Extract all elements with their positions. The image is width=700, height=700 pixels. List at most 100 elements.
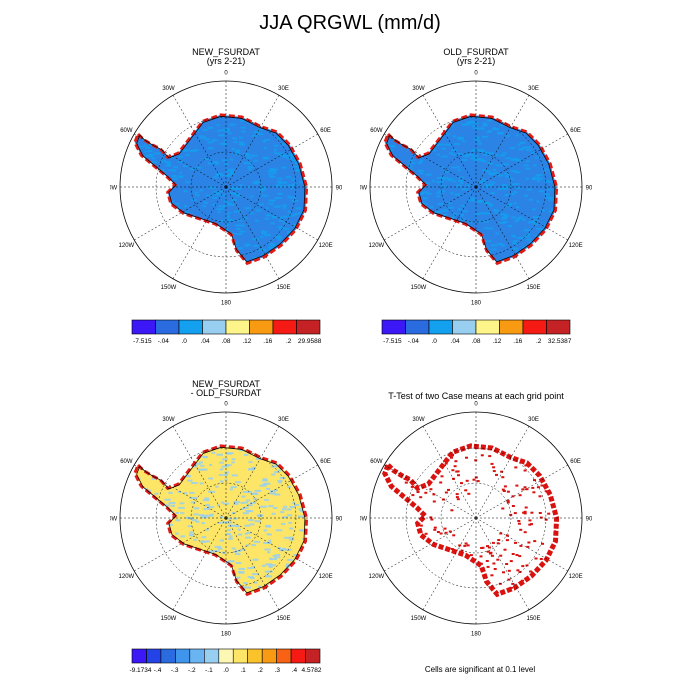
lon-label: 30W: [412, 417, 425, 423]
colorbar-swatch: [546, 319, 571, 335]
lon-label: 30E: [528, 86, 539, 92]
colorbar-swatch: [146, 648, 162, 664]
meridian-line: [422, 95, 477, 188]
colorbar-swatch: [452, 319, 477, 335]
coastline: [386, 116, 556, 263]
colorbar-label: -.3: [171, 667, 179, 674]
lon-label: 150E: [526, 616, 540, 622]
meridian-line: [475, 186, 530, 279]
colorbar-swatch: [475, 319, 500, 335]
coastal-band: [133, 444, 309, 597]
colorbar-swatch: [499, 319, 524, 335]
colorbar-label: .0: [223, 667, 229, 674]
lon-label: 120W: [369, 243, 385, 249]
latitude-line: [440, 482, 512, 554]
meridian-line: [172, 426, 227, 519]
colorbar-swatch: [428, 319, 453, 335]
meridian-line: [225, 186, 280, 279]
lon-label: 120E: [569, 574, 583, 580]
lon-label: 180: [471, 632, 482, 638]
colorbar-label: -9.1734: [129, 667, 151, 674]
lon-label: 150W: [161, 616, 177, 622]
lon-label: 150E: [276, 285, 290, 291]
lon-label: 0: [224, 402, 228, 408]
meridian-line: [225, 133, 318, 188]
colorbar-old-fsurdat: -7.515 -.04 .0 .04 .08 .12 .16 .2 32.5387: [381, 319, 572, 345]
colorbar-swatch: [276, 648, 292, 664]
map-ttest: 0 30E 60E 90E 120E 150E 180 150W 120W 90W 60W 30W: [360, 402, 592, 638]
lon-label: 120W: [119, 574, 135, 580]
lon-label: 30W: [162, 417, 175, 423]
latitude-line: [190, 151, 262, 223]
colorbar-label: .12: [492, 338, 501, 345]
colorbar-label: 4.5782: [302, 667, 322, 674]
meridian-line: [422, 517, 477, 610]
panel3-title: NEW_FSURDAT - OLD_FSURDAT: [130, 380, 322, 398]
colorbar-swatch: [381, 319, 406, 335]
colorbar-swatch: [175, 648, 191, 664]
lon-label: 30E: [278, 86, 289, 92]
colorbar-swatch: [178, 319, 203, 335]
meridian-line: [134, 517, 227, 572]
lon-label: 30E: [528, 417, 539, 423]
panel1-title: NEW_FSURDAT (yrs 2-21): [130, 48, 322, 66]
lon-label: 150E: [276, 616, 290, 622]
continent-field: [134, 445, 307, 595]
panel1-title-line2: (yrs 2-21): [206, 56, 246, 66]
colorbar-swatch: [232, 648, 248, 664]
meridian-line: [172, 186, 227, 279]
lon-label: 90E: [336, 186, 342, 192]
lon-label: 150W: [161, 285, 177, 291]
panel2-title-line2: (yrs 2-21): [456, 56, 496, 66]
colorbar-swatch: [272, 319, 297, 335]
panel2-title: OLD_FSURDAT (yrs 2-21): [380, 48, 572, 66]
meridian-line: [422, 426, 477, 519]
colorbar-label: .2: [536, 338, 542, 345]
meridian-line: [134, 186, 227, 241]
lon-label: 60W: [370, 128, 383, 134]
colorbar-swatch: [131, 319, 156, 335]
meridian-line: [475, 517, 568, 572]
colorbar-swatch: [131, 648, 147, 664]
lon-label: 60E: [320, 459, 331, 465]
panel2-title-line1: OLD_FSURDAT: [443, 47, 509, 57]
colorbar-label: .12: [242, 338, 251, 345]
colorbar-label: -.04: [408, 338, 420, 345]
meridian-line: [384, 464, 477, 519]
colorbar-swatch: [290, 648, 306, 664]
meridian-line: [475, 426, 530, 519]
colorbar-label: .08: [221, 338, 230, 345]
colorbar-label: -.1: [205, 667, 213, 674]
colorbar-swatch: [249, 319, 274, 335]
colorbar-label: .16: [263, 338, 272, 345]
figure-title: JJA QRGWL (mm/d): [259, 12, 441, 34]
lon-label: 60E: [570, 128, 581, 134]
lon-label: 150W: [411, 285, 427, 291]
latitude-line: [440, 151, 512, 223]
meridian-line: [225, 95, 280, 188]
lon-label: 180: [471, 301, 482, 307]
colorbar-swatch: [202, 319, 227, 335]
meridian-line: [422, 186, 477, 279]
colorbar-label: 29.9588: [298, 338, 322, 345]
latitude-line: [190, 482, 262, 554]
meridian-line: [475, 464, 568, 519]
lon-label: 120W: [369, 574, 385, 580]
colorbar-swatch: [247, 648, 263, 664]
lon-label: 180: [221, 301, 232, 307]
colorbar-label: .3: [275, 667, 281, 674]
lon-label: 90W: [110, 517, 118, 523]
meridian-line: [225, 426, 280, 519]
meridian-line: [475, 95, 530, 188]
coastline: [136, 116, 306, 263]
map-difference: 0 30E 60E 90E 120E 150E 180 150W 120W 90W 60W 30W: [110, 402, 342, 638]
lon-label: 60E: [570, 459, 581, 465]
panel1-title-line1: NEW_FSURDAT: [192, 47, 260, 57]
colorbar-label: .2: [257, 667, 263, 674]
coastline: [136, 447, 306, 594]
colorbar-label: -7.515: [383, 338, 402, 345]
colorbar-swatch: [261, 648, 277, 664]
colorbar-label: .08: [471, 338, 480, 345]
colorbar-label: .1: [240, 667, 246, 674]
lon-label: 90W: [360, 517, 368, 523]
